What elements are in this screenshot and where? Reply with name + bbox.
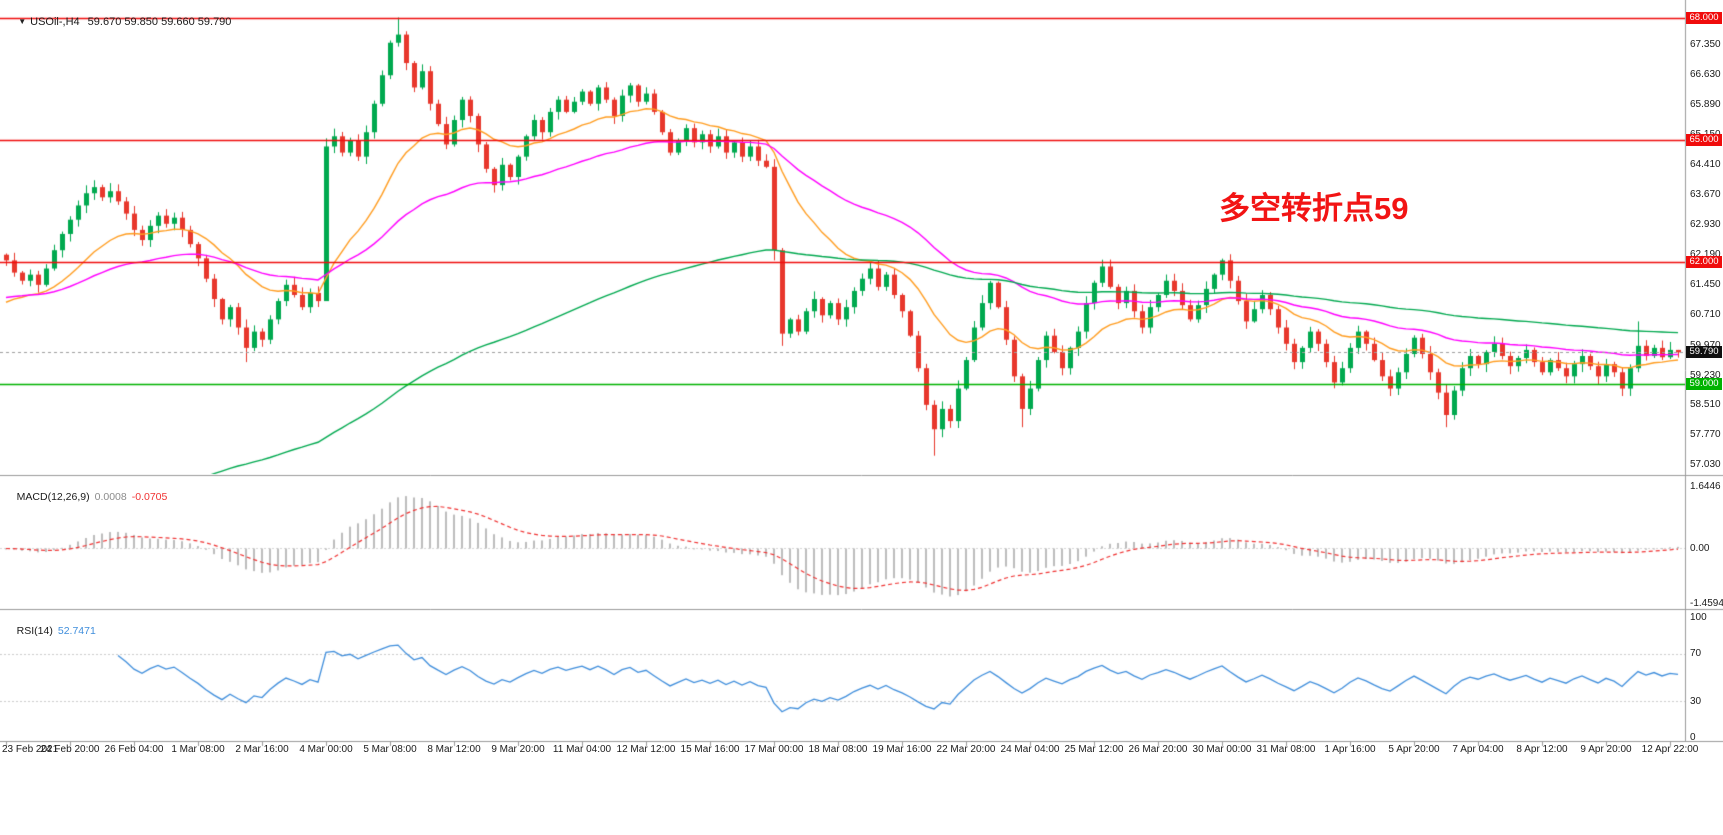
time-tick-label: 5 Apr 20:00	[1388, 744, 1440, 755]
time-tick-label: 30 Mar 00:00	[1192, 744, 1252, 755]
time-tick-label: 23 Feb 2021	[2, 744, 59, 755]
time-tick-label: 9 Mar 20:00	[491, 744, 545, 755]
time-tick-label: 9 Apr 20:00	[1580, 744, 1632, 755]
price-tick-label: 66.630	[1690, 68, 1721, 80]
time-tick-label: 1 Mar 08:00	[171, 744, 225, 755]
price-tick-label: 58.510	[1690, 398, 1721, 410]
price-level-tag: 65.000	[1686, 133, 1722, 146]
time-tick-label: 24 Mar 04:00	[1000, 744, 1060, 755]
macd-indicator-label: MACD(12,26,9) 0.0008 -0.0705	[5, 479, 172, 515]
chart-shift-icon: ▼	[18, 17, 27, 26]
price-level-tag: 68.000	[1686, 11, 1722, 24]
price-tick-label: 67.350	[1690, 39, 1721, 51]
rsi-tick-label: 70	[1690, 648, 1702, 660]
price-tick-label: 64.410	[1690, 158, 1721, 170]
ohlc-values: 59.670 59.850 59.660 59.790	[87, 16, 232, 28]
time-tick-label: 18 Mar 08:00	[808, 744, 868, 755]
price-tick-label: 57.770	[1690, 429, 1721, 441]
time-tick-label: 31 Mar 08:00	[1256, 744, 1316, 755]
price-tick-label: 60.710	[1690, 309, 1721, 321]
price-tick-label: 61.450	[1690, 279, 1721, 291]
chart-canvas[interactable]	[0, 0, 1723, 765]
macd-tick-label: 0.00	[1690, 542, 1710, 554]
time-tick-label: 25 Mar 12:00	[1064, 744, 1124, 755]
time-tick-label: 7 Apr 04:00	[1452, 744, 1504, 755]
price-tick-label: 59.230	[1690, 369, 1721, 381]
price-level-tag: 59.790	[1686, 345, 1722, 358]
time-tick-label: 8 Mar 12:00	[427, 744, 481, 755]
price-tick-label: 57.030	[1690, 459, 1721, 471]
time-tick-label: 12 Apr 22:00	[1641, 744, 1699, 755]
time-tick-label: 24 Feb 20:00	[40, 744, 100, 755]
time-tick-label: 4 Mar 00:00	[299, 744, 353, 755]
time-tick-label: 12 Mar 12:00	[616, 744, 676, 755]
chart-header: ▼ USOil-,H4 59.670 59.850 59.660 59.790	[6, 4, 231, 40]
rsi-tick-label: 100	[1690, 612, 1707, 624]
rsi-tick-label: 0	[1690, 731, 1696, 743]
macd-name: MACD(12,26,9)	[16, 491, 90, 503]
rsi-value: 52.7471	[57, 625, 96, 637]
time-tick-label: 26 Mar 20:00	[1128, 744, 1188, 755]
price-level-tag: 62.000	[1686, 255, 1722, 268]
macd-tick-label: 1.6446	[1690, 481, 1721, 493]
time-tick-label: 2 Mar 16:00	[235, 744, 289, 755]
price-tick-label: 62.190	[1690, 249, 1721, 261]
rsi-indicator-label: RSI(14) 52.7471	[5, 613, 101, 649]
price-tick-label: 59.970	[1690, 340, 1721, 351]
rsi-name: RSI(14)	[16, 625, 53, 637]
time-tick-label: 17 Mar 00:00	[744, 744, 804, 755]
time-tick-label: 1 Apr 16:00	[1324, 744, 1376, 755]
price-tick-label: 63.670	[1690, 188, 1721, 200]
macd-main-value: 0.0008	[94, 491, 127, 503]
time-tick-label: 22 Mar 20:00	[936, 744, 996, 755]
time-tick-label: 15 Mar 16:00	[680, 744, 740, 755]
macd-tick-label: -1.4594	[1690, 597, 1723, 609]
time-tick-label: 26 Feb 04:00	[104, 744, 164, 755]
price-tick-label: 62.930	[1690, 219, 1721, 231]
time-tick-label: 19 Mar 16:00	[872, 744, 932, 755]
price-tick-label: 65.890	[1690, 98, 1721, 110]
time-tick-label: 8 Apr 12:00	[1516, 744, 1568, 755]
chart-annotation-text[interactable]: 多空转折点59	[1219, 191, 1409, 226]
macd-signal-value: -0.0705	[131, 491, 168, 503]
symbol-period-label: USOil-,H4	[30, 16, 80, 28]
time-tick-label: 11 Mar 04:00	[552, 744, 612, 755]
price-level-tag: 59.000	[1686, 377, 1722, 390]
rsi-tick-label: 30	[1690, 695, 1702, 707]
time-tick-label: 5 Mar 08:00	[363, 744, 417, 755]
